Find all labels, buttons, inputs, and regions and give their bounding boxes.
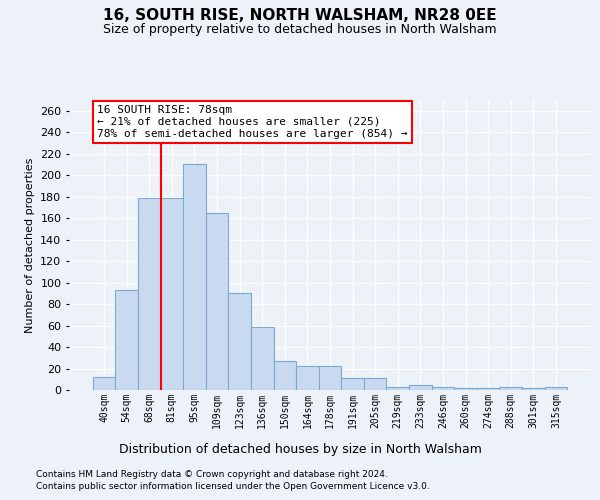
Text: Size of property relative to detached houses in North Walsham: Size of property relative to detached ho… [103,22,497,36]
Bar [138,198,161,390]
Bar [183,164,206,390]
Bar [206,213,229,390]
Bar [364,378,386,390]
Bar [477,388,499,390]
Bar [229,294,251,390]
Bar [522,388,545,390]
Bar [545,387,567,390]
Bar [409,384,431,390]
Text: 16, SOUTH RISE, NORTH WALSHAM, NR28 0EE: 16, SOUTH RISE, NORTH WALSHAM, NR28 0EE [103,8,497,22]
Text: 16 SOUTH RISE: 78sqm
← 21% of detached houses are smaller (225)
78% of semi-deta: 16 SOUTH RISE: 78sqm ← 21% of detached h… [97,106,408,138]
Bar [251,326,274,390]
Bar [319,366,341,390]
Text: Distribution of detached houses by size in North Walsham: Distribution of detached houses by size … [119,442,481,456]
Bar [341,378,364,390]
Bar [274,361,296,390]
Text: Contains public sector information licensed under the Open Government Licence v3: Contains public sector information licen… [36,482,430,491]
Text: Contains HM Land Registry data © Crown copyright and database right 2024.: Contains HM Land Registry data © Crown c… [36,470,388,479]
Bar [296,366,319,390]
Bar [115,290,138,390]
Bar [499,387,522,390]
Bar [161,198,183,390]
Bar [386,387,409,390]
Bar [454,388,477,390]
Y-axis label: Number of detached properties: Number of detached properties [25,158,35,332]
Bar [93,377,115,390]
Bar [431,387,454,390]
